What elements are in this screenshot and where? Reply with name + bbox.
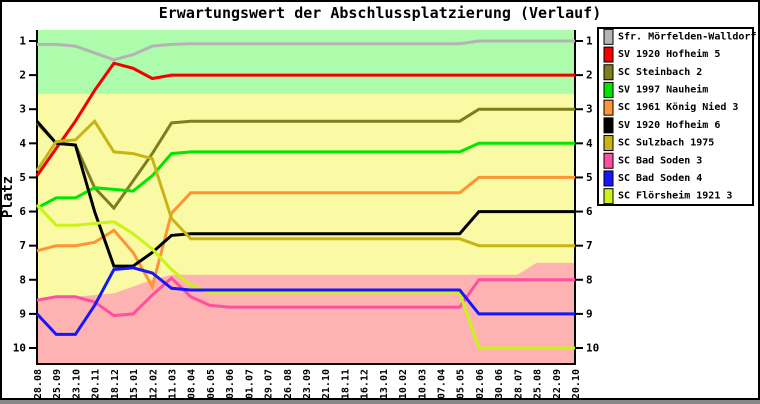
x-tick-label: 28.07 <box>513 369 524 399</box>
x-tick-label: 10.03 <box>417 369 428 399</box>
x-tick-label: 30.06 <box>494 369 505 399</box>
legend-item-label: SC Bad Soden 4 <box>618 173 702 184</box>
x-tick-label: 29.07 <box>264 369 275 399</box>
y-tick-label-right: 4 <box>586 137 593 150</box>
y-tick-label-left: 4 <box>19 137 26 150</box>
x-tick-label: 05.05 <box>456 369 467 399</box>
legend-item-label: SC Bad Soden 3 <box>618 155 702 166</box>
series-line-sv-1920-hofheim-5 <box>35 61 575 177</box>
x-tick-label: 25.09 <box>52 369 63 399</box>
x-tick-label: 23.09 <box>302 369 313 399</box>
y-tick-label-right: 9 <box>586 307 593 320</box>
legend: Sfr. Mörfelden-Walldorf SV 1920 Hofheim 5… <box>597 27 756 206</box>
x-tick-label: 01.07 <box>244 369 255 399</box>
x-tick-label: 06.05 <box>206 369 217 399</box>
x-tick-label: 11.03 <box>168 369 179 399</box>
x-tick-label: 26.08 <box>283 369 294 399</box>
x-tick-label: 25.08 <box>533 369 544 399</box>
y-tick-label-left: 5 <box>19 171 26 184</box>
y-tick-label-right: 6 <box>586 205 593 218</box>
legend-item-label: Sfr. Mörfelden-Walldorf <box>618 31 756 42</box>
series-line-sc-sulzbach-1975 <box>35 118 575 248</box>
legend-swatch <box>603 117 614 134</box>
legend-item-label: SC 1961 König Nied 3 <box>618 101 738 113</box>
series-lines <box>35 39 575 350</box>
x-tick-label: 20.10 <box>571 369 582 399</box>
x-tick-label: 08.04 <box>187 369 198 399</box>
chart-title: Erwartungswert der Abschlussplatzierung … <box>159 4 602 22</box>
legend-item-label: SC Flörsheim 1921 3 <box>618 190 732 202</box>
y-tick-label-left: 7 <box>19 239 26 252</box>
y-tick-label-right: 1 <box>586 35 593 48</box>
legend-swatch <box>603 28 614 45</box>
x-tick-label: 18.11 <box>340 369 351 399</box>
x-tick-label: 16.12 <box>360 369 371 399</box>
y-tick-label-right: 8 <box>586 273 593 286</box>
legend-item-label: SV 1920 Hofheim 5 <box>618 48 720 60</box>
legend-swatch <box>603 135 614 152</box>
legend-item-label: SV 1920 Hofheim 6 <box>618 119 720 131</box>
x-tick-label: 13.01 <box>379 369 390 399</box>
x-tick-label: 22.09 <box>552 369 563 399</box>
x-tick-label: 10.02 <box>398 369 409 399</box>
x-tick-label: 02.06 <box>475 369 486 399</box>
legend-swatch <box>603 152 614 169</box>
x-tick-label: 21.10 <box>321 369 332 399</box>
series-line-sv-1997-nauheim <box>36 141 575 210</box>
legend-swatch <box>603 46 614 63</box>
y-tick-label-right: 10 <box>586 342 599 355</box>
y-tick-label-left: 1 <box>19 35 26 48</box>
legend-swatch <box>603 64 614 81</box>
series-line-sv-1920-hofheim-6 <box>35 120 575 268</box>
series-line-sfr-m-rfelden-walldorf <box>37 39 575 62</box>
y-tick-label-left: 10 <box>13 342 26 355</box>
series-line-sc-bad-soden-3 <box>36 276 575 318</box>
legend-swatch <box>603 170 614 187</box>
x-tick-label: 12.02 <box>148 369 159 399</box>
legend-swatch <box>603 81 614 98</box>
y-tick-label-right: 3 <box>586 103 593 116</box>
series-line-sc-bad-soden-4 <box>35 266 575 336</box>
x-tick-label: 15.01 <box>129 369 140 399</box>
axes: 1 1 2 2 3 3 4 4 5 5 6 6 7 7 8 8 9 9 10 10 28.08 25.09 23.10 20.… <box>13 30 599 399</box>
legend-box <box>597 27 754 206</box>
y-tick-label-right: 7 <box>586 239 593 252</box>
x-tick-label: 28.08 <box>33 369 44 399</box>
legend-item-label: SC Sulzbach 1975 <box>618 138 714 149</box>
series-line-sc-fl-rsheim-1921-3 <box>35 203 575 350</box>
y-tick-label-left: 2 <box>19 69 26 82</box>
y-axis-title: Platz <box>0 176 16 218</box>
x-tick-label: 18.12 <box>110 369 121 399</box>
y-tick-label-right: 2 <box>586 69 593 82</box>
legend-item-label: SC Steinbach 2 <box>618 66 702 78</box>
x-tick-label: 23.10 <box>71 369 82 399</box>
x-tick-label: 20.11 <box>91 369 102 399</box>
x-tick-label: 07.04 <box>437 369 448 399</box>
legend-swatch <box>603 188 614 205</box>
x-tick-label: 03.06 <box>225 369 236 399</box>
y-tick-label-left: 6 <box>19 205 26 218</box>
y-tick-label-left: 9 <box>19 307 26 320</box>
y-tick-label-right: 5 <box>586 171 593 184</box>
y-tick-label-left: 8 <box>19 273 26 286</box>
y-tick-label-left: 3 <box>19 103 26 116</box>
series-line-sc-1961-k-nig-nied-3 <box>36 175 575 291</box>
legend-swatch <box>603 99 614 116</box>
legend-item-label: SV 1997 Nauheim <box>618 83 708 95</box>
